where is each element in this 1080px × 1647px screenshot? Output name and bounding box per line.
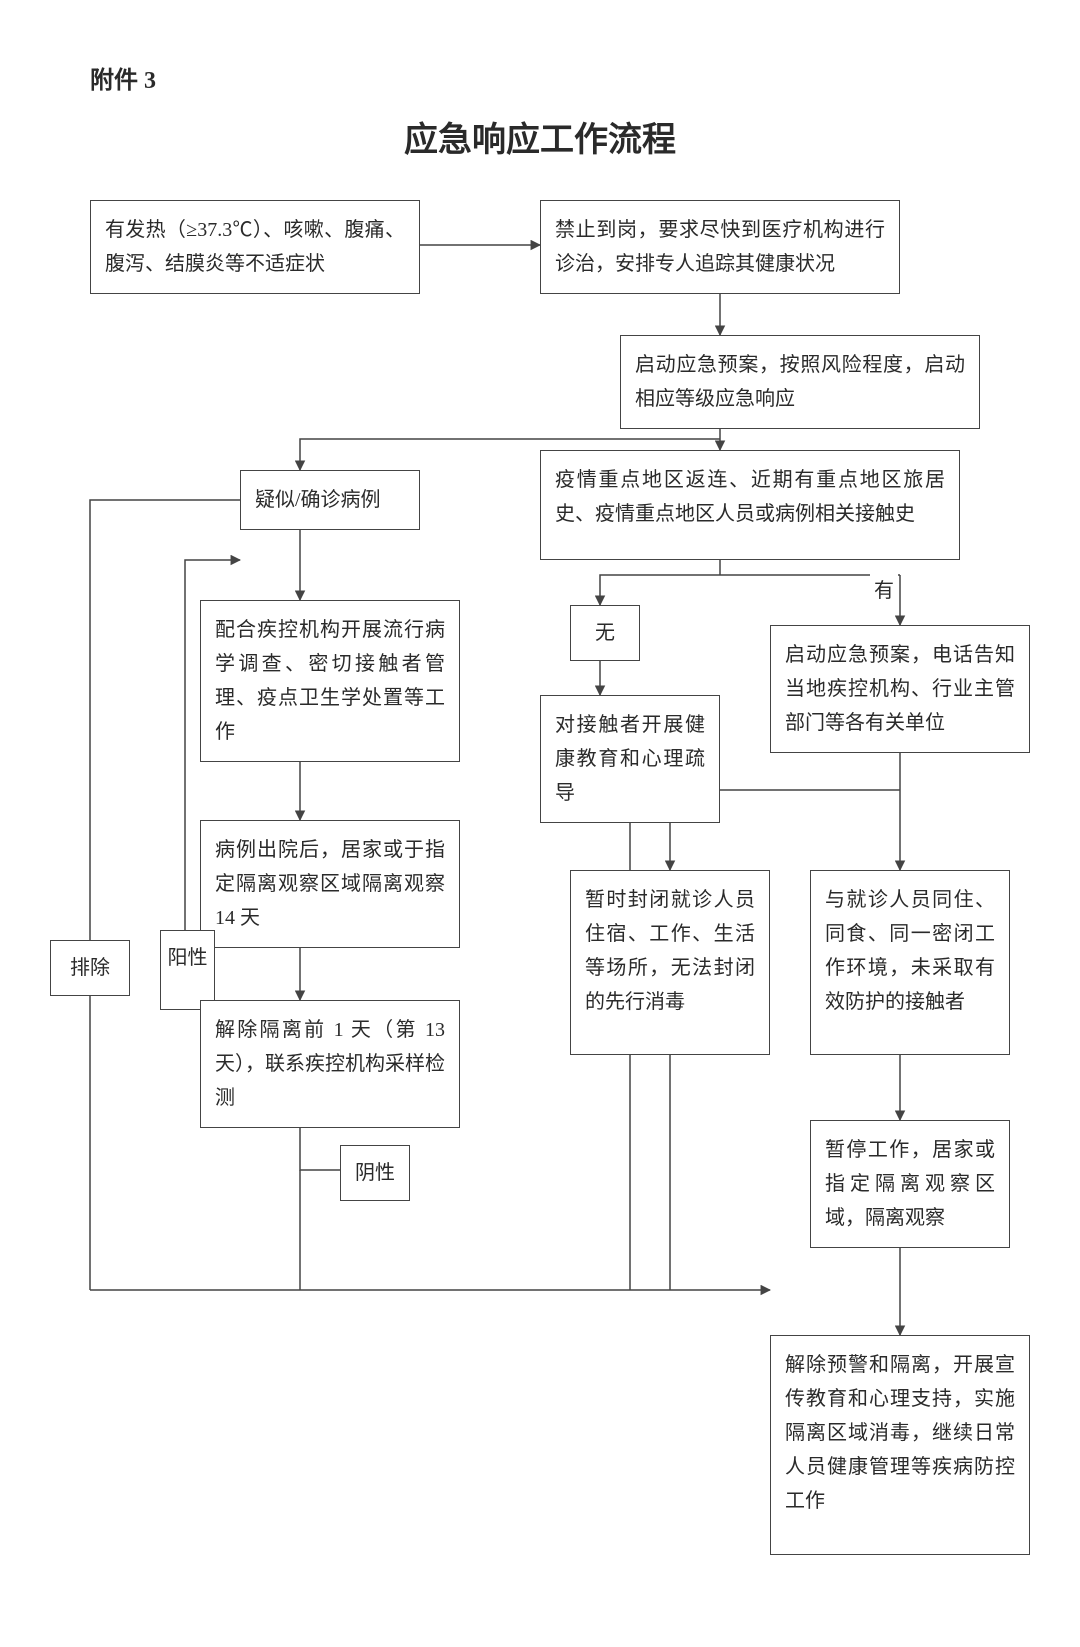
attachment-label: 附件 3: [90, 60, 156, 95]
flow-node-n16: 阴性: [340, 1145, 410, 1201]
flow-node-n14: 阳性: [160, 930, 215, 1010]
flow-node-n5: 疫情重点地区返连、近期有重点地区旅居史、疫情重点地区人员或病例相关接触史: [540, 450, 960, 560]
flow-node-n9: 启动应急预案，电话告知当地疾控机构、行业主管部门等各有关单位: [770, 625, 1030, 753]
flow-node-n2: 禁止到岗，要求尽快到医疗机构进行诊治，安排专人追踪其健康状况: [540, 200, 900, 294]
edge-7: [600, 575, 720, 605]
flow-node-n6: 配合疾控机构开展流行病学调查、密切接触者管理、疫点卫生学处置等工作: [200, 600, 460, 762]
flow-node-n18: 解除预警和隔离，开展宣传教育和心理支持，实施隔离区域消毒，继续日常人员健康管理等…: [770, 1335, 1030, 1555]
flow-node-n4: 疑似/确诊病例: [240, 470, 420, 530]
flow-node-n11: 暂时封闭就诊人员住宿、工作、生活等场所，无法封闭的先行消毒: [570, 870, 770, 1055]
flow-node-n10: 病例出院后，居家或于指定隔离观察区域隔离观察 14 天: [200, 820, 460, 948]
flow-node-n3: 启动应急预案，按照风险程度，启动相应等级应急响应: [620, 335, 980, 429]
flow-node-n7: 无: [570, 605, 640, 661]
flow-node-n8: 对接触者开展健康教育和心理疏导: [540, 695, 720, 823]
page-title: 应急响应工作流程: [0, 112, 1080, 161]
flow-node-n13: 排除: [50, 940, 130, 996]
branch-label-you: 有: [870, 574, 898, 603]
flow-node-n17: 暂停工作，居家或指定隔离观察区域，隔离观察: [810, 1120, 1010, 1248]
flow-node-n1: 有发热（≥37.3℃）、咳嗽、腹痛、腹泻、结膜炎等不适症状: [90, 200, 420, 294]
flow-node-n15: 解除隔离前 1 天（第 13天），联系疾控机构采样检测: [200, 1000, 460, 1128]
flow-node-n12: 与就诊人员同住、同食、同一密闭工作环境，未采取有效防护的接触者: [810, 870, 1010, 1055]
